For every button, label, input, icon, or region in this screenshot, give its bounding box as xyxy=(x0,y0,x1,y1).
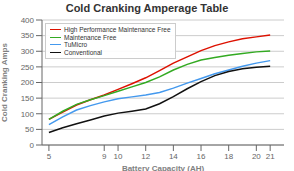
html-text:Maintenance Free: Maintenance Free xyxy=(64,33,117,41)
svg-text:250: 250 xyxy=(21,63,35,72)
svg-text:12: 12 xyxy=(141,152,150,161)
svg-text:0: 0 xyxy=(30,141,35,150)
svg-text:Battery Capacity (AH): Battery Capacity (AH) xyxy=(122,164,205,171)
svg-text:350: 350 xyxy=(21,31,35,40)
svg-text:9: 9 xyxy=(102,152,107,161)
svg-text:200: 200 xyxy=(21,78,35,87)
html-text:TuMicro: TuMicro xyxy=(64,41,88,48)
svg-text:300: 300 xyxy=(21,47,35,56)
svg-text:14: 14 xyxy=(169,152,178,161)
svg-text:18: 18 xyxy=(224,152,233,161)
svg-text:400: 400 xyxy=(21,16,35,25)
html-text:Conventional: Conventional xyxy=(64,48,102,56)
svg-text:100: 100 xyxy=(21,110,35,119)
svg-text:5: 5 xyxy=(47,152,52,161)
svg-text:Cold Cranking Amps: Cold Cranking Amps xyxy=(8,43,9,122)
svg-text:16: 16 xyxy=(197,152,206,161)
html-text:Cold Cranking Amperage Table: Cold Cranking Amperage Table xyxy=(65,2,229,14)
svg-text:50: 50 xyxy=(25,125,34,134)
svg-text:10: 10 xyxy=(114,152,123,161)
html-text:High Performance Maintenance F: High Performance Maintenance Free xyxy=(64,26,171,33)
svg-text:21: 21 xyxy=(266,152,275,161)
svg-text:150: 150 xyxy=(21,94,35,103)
svg-text:20: 20 xyxy=(252,152,261,161)
